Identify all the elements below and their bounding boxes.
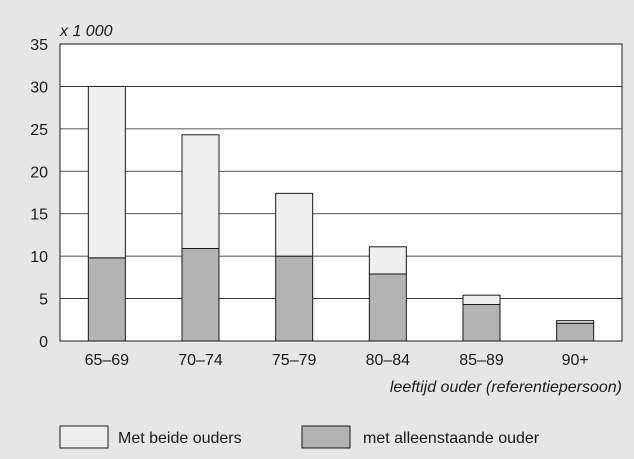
x-tick-label: 85–89 [459,352,504,369]
unit-label: x 1 000 [59,23,113,40]
y-tick-label: 15 [30,207,48,224]
plot-area [60,44,622,341]
legend: Met beide ouders met alleenstaande ouder [59,425,540,449]
bar-segment-met-alleenstaande-ouder [556,322,595,342]
bar-segment-met-alleenstaande-ouder [87,257,126,342]
gridlines [60,86,622,299]
legend-swatch [59,425,109,449]
y-tick-label: 30 [30,79,48,96]
bar-segment-met-alleenstaande-ouder [462,304,501,342]
bars [87,85,595,342]
bar-segment-met-beide-ouders [368,246,407,275]
x-axis-label: leeftijd ouder (referentiepersoon) [390,379,622,396]
y-tick-label: 0 [39,334,48,351]
bar-segment-met-alleenstaande-ouder [275,255,314,342]
bar-segment-met-beide-ouders [275,192,314,257]
bar-segment-met-beide-ouders [87,85,126,259]
y-tick-labels: 0 5 10 15 20 25 30 35 [30,37,48,351]
x-tick-label: 75–79 [272,352,317,369]
y-tick-label: 5 [39,292,48,309]
x-tick-labels: 65–69 70–74 75–79 80–84 85–89 90+ [85,352,589,369]
legend-swatch [301,425,351,449]
bar-segment-met-alleenstaande-ouder [368,273,407,342]
plot-frame [59,43,623,342]
legend-label: Met beide ouders [118,430,242,447]
y-tick-label: 35 [30,37,48,54]
bar-segment-met-beide-ouders [556,320,595,324]
bar-segment-met-beide-ouders [181,134,220,250]
x-tick-label: 70–74 [178,352,223,369]
bar-segment-met-alleenstaande-ouder [181,248,220,342]
x-tick-label: 90+ [562,352,589,369]
y-tick-label: 25 [30,122,48,139]
legend-label: met alleenstaande ouder [363,430,540,447]
bar-segment-met-beide-ouders [462,294,501,306]
y-tick-label: 10 [30,249,48,266]
y-tick-label: 20 [30,164,48,181]
x-tick-label: 80–84 [366,352,411,369]
x-tick-label: 65–69 [85,352,130,369]
